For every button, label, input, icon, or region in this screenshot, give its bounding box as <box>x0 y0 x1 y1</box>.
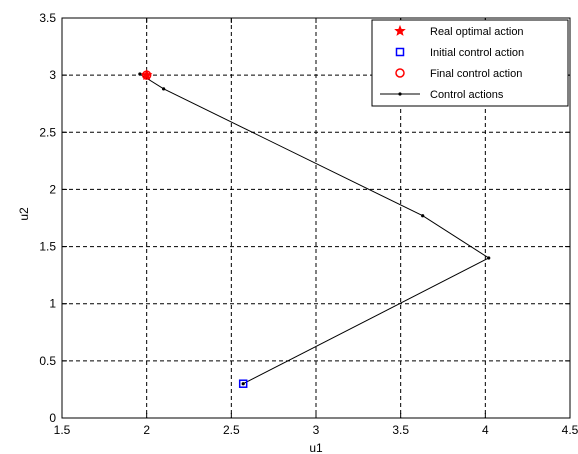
control-actions-point <box>162 87 166 91</box>
x-tick-label: 3 <box>313 423 320 437</box>
series-layer <box>138 69 491 388</box>
y-tick-label: 2 <box>49 182 56 196</box>
y-axis-label: u2 <box>17 207 31 221</box>
y-tick-labels: 0 0.5 1 1.5 2 2.5 3 3.5 <box>39 11 56 425</box>
legend-entry: Real optimal action <box>430 26 524 38</box>
legend-marker <box>398 92 402 96</box>
x-tick-labels: 1.5 2 2.5 3 3.5 4 4.5 <box>54 423 578 437</box>
x-tick-label: 4.5 <box>562 423 578 437</box>
control-actions-point <box>487 256 491 260</box>
legend-box <box>371 19 569 107</box>
y-tick-label: 3.5 <box>39 11 56 25</box>
control-actions-point <box>421 214 425 218</box>
y-tick-label: 2.5 <box>39 125 56 139</box>
x-tick-label: 3.5 <box>392 423 409 437</box>
legend-marker <box>394 24 406 36</box>
x-axis-label: u1 <box>309 441 323 454</box>
y-tick-label: 1 <box>49 297 56 311</box>
legend-entry: Final control action <box>430 68 522 80</box>
legend: Real optimal action Initial control actio… <box>371 19 569 107</box>
y-tick-label: 3 <box>49 68 56 82</box>
final-control-action-point <box>141 70 152 80</box>
ticks <box>61 17 571 419</box>
control-actions-point <box>241 382 245 386</box>
y-tick-label: 0 <box>49 411 56 425</box>
x-tick-label: 4 <box>482 423 489 437</box>
legend-marker <box>395 68 405 78</box>
y-tick-label: 0.5 <box>39 354 56 368</box>
x-tick-label: 1.5 <box>54 423 71 437</box>
y-tick-label: 1.5 <box>39 240 56 254</box>
initial-control-action-point <box>238 379 248 388</box>
x-tick-label: 2.5 <box>223 423 240 437</box>
legend-entry: Control actions <box>430 89 504 101</box>
x-tick-label: 2 <box>143 423 150 437</box>
control-actions-line <box>139 73 490 385</box>
control-actions-point <box>138 72 142 76</box>
legend-marker <box>395 47 405 57</box>
legend-entry: Initial control action <box>430 47 524 59</box>
